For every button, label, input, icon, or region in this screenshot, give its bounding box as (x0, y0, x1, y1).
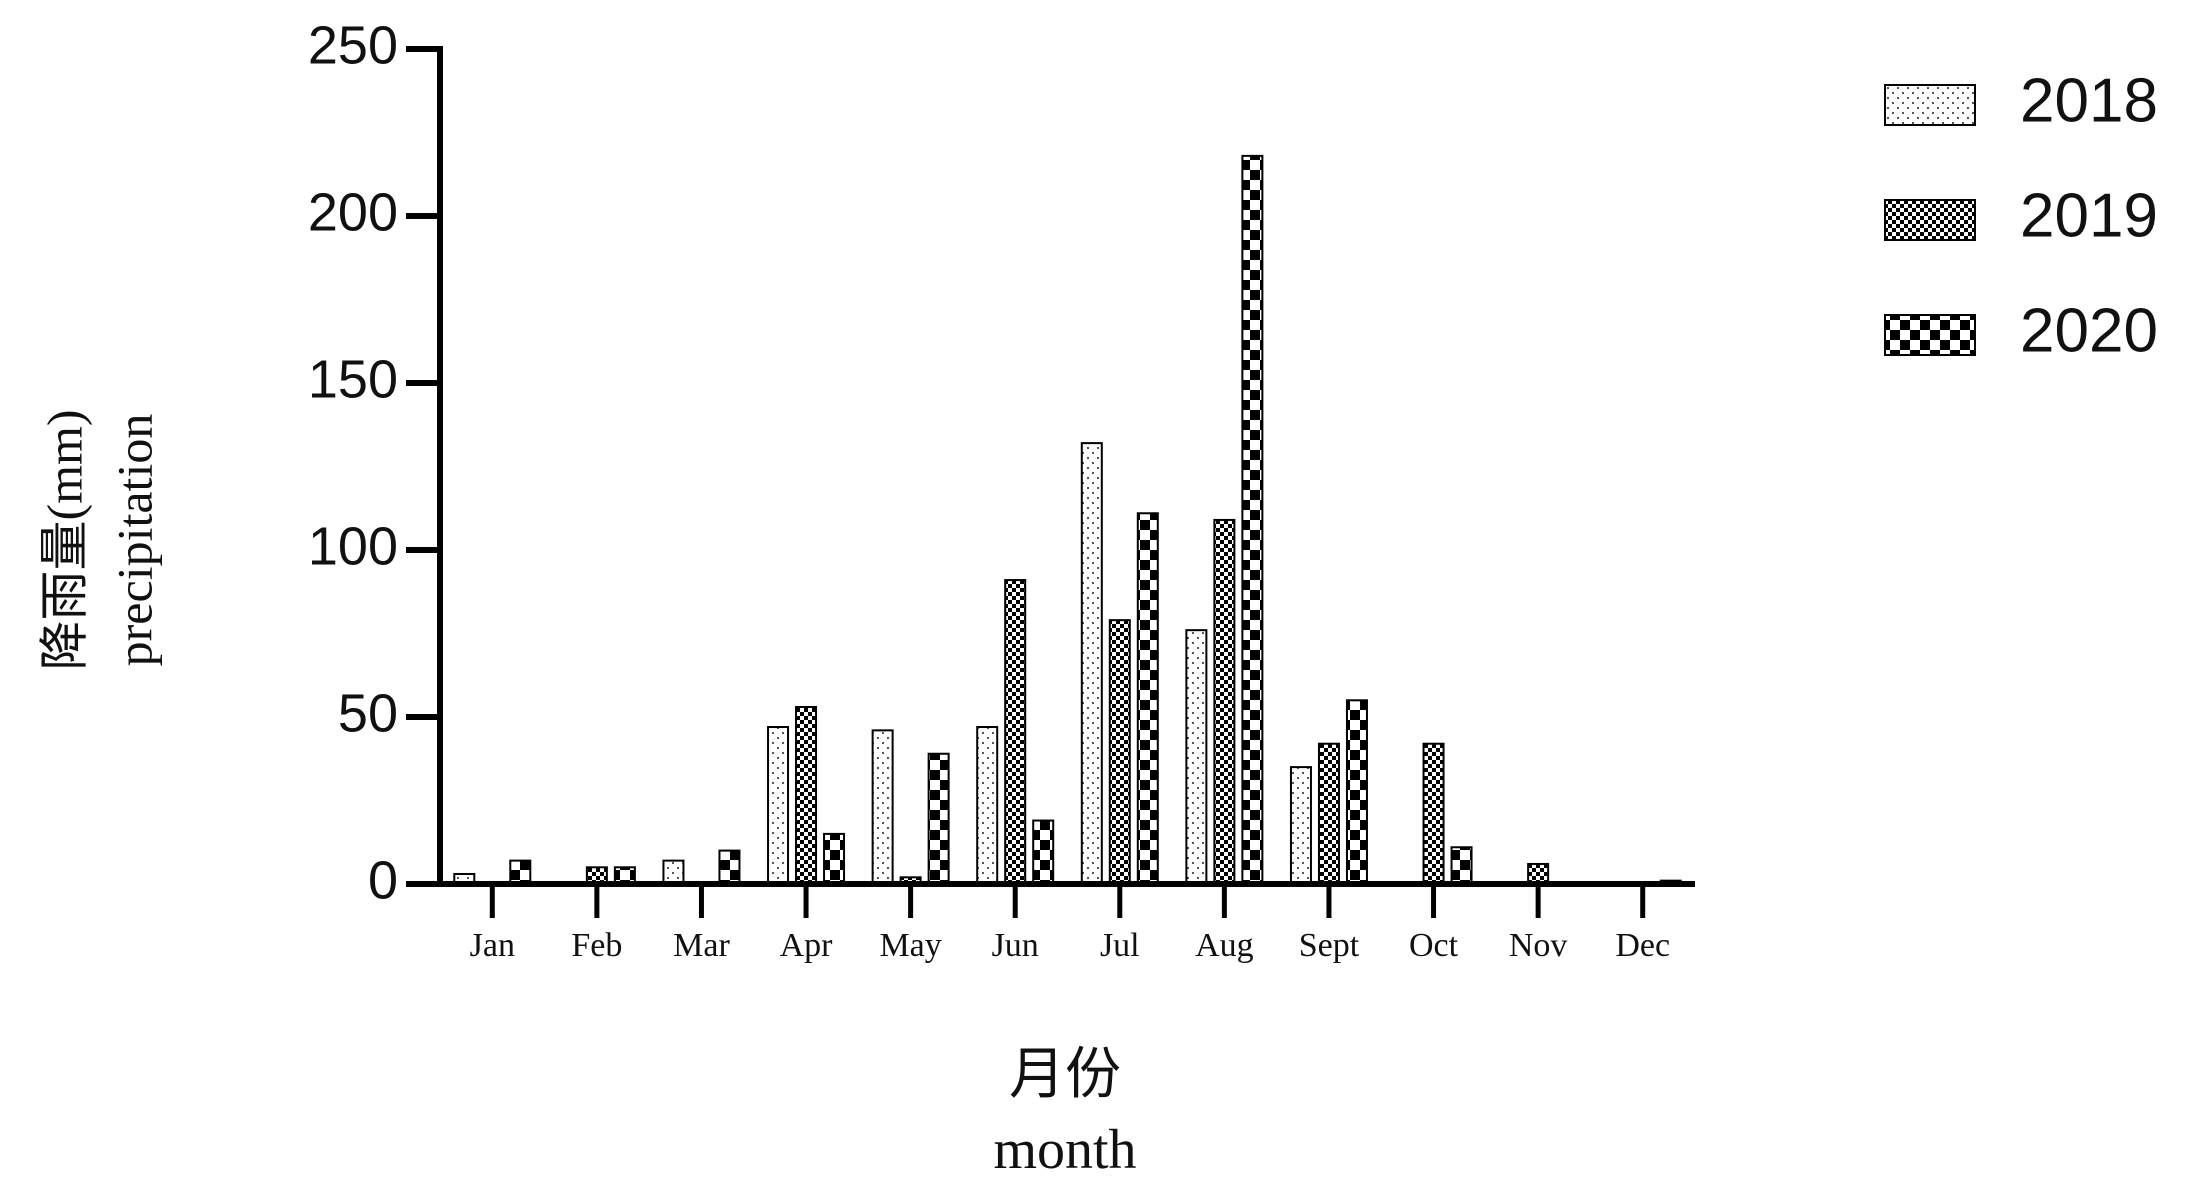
legend-swatch (1884, 84, 1976, 126)
legend-swatch (1884, 199, 1976, 241)
bar (1032, 819, 1055, 885)
x-tick-label: Sept (1299, 927, 1360, 964)
x-tick-label: Apr (780, 927, 834, 964)
x-tick-label: Aug (1195, 927, 1254, 964)
bar (1108, 619, 1131, 885)
y-tick-label: 100 (308, 516, 398, 576)
x-tick-label: Jan (470, 927, 515, 964)
legend-swatch (1884, 314, 1976, 356)
legend-label: 2018 (2020, 66, 2158, 135)
legend-label: 2020 (2020, 296, 2158, 365)
y-tick-label: 50 (338, 683, 398, 743)
x-tick-label: Jul (1100, 927, 1140, 964)
bar (509, 859, 532, 885)
x-tick-label: May (879, 927, 941, 964)
y-tick-label: 250 (308, 15, 398, 75)
bar (795, 705, 818, 885)
bar (823, 832, 846, 886)
bar (927, 752, 950, 885)
bar (767, 726, 790, 886)
bar (1004, 579, 1027, 885)
bar (1213, 518, 1236, 885)
bar (1345, 699, 1368, 885)
x-tick-label: Mar (673, 927, 730, 964)
bar (1241, 154, 1264, 885)
y-axis-title: 降雨量(mm) precipitation (36, 409, 162, 670)
bar (1185, 629, 1208, 885)
bar (662, 859, 685, 885)
x-tick-label: Jun (992, 927, 1039, 964)
bar (1080, 442, 1103, 885)
legend-label: 2019 (2020, 181, 2158, 250)
bar (1289, 766, 1312, 885)
x-tick-label: Oct (1409, 927, 1459, 964)
bar (1527, 862, 1550, 886)
bar (718, 849, 741, 885)
bar (976, 726, 999, 886)
y-tick-label: 200 (308, 182, 398, 242)
x-tick-label: Feb (571, 927, 622, 964)
x-tick-label: Dec (1615, 927, 1670, 964)
bar (1317, 742, 1340, 885)
y-tick-label: 0 (368, 850, 398, 910)
bar (1450, 846, 1473, 886)
bar (1422, 742, 1445, 885)
x-label-en: month (993, 1119, 1136, 1181)
bar (871, 729, 894, 885)
bar (1136, 512, 1159, 885)
y-label-en: precipitation (106, 414, 162, 667)
x-tick-label: Nov (1509, 927, 1568, 964)
y-tick-label: 150 (308, 349, 398, 409)
y-label-zh: 降雨量(mm) (36, 409, 92, 670)
x-label-zh: 月份 (1009, 1044, 1121, 1106)
